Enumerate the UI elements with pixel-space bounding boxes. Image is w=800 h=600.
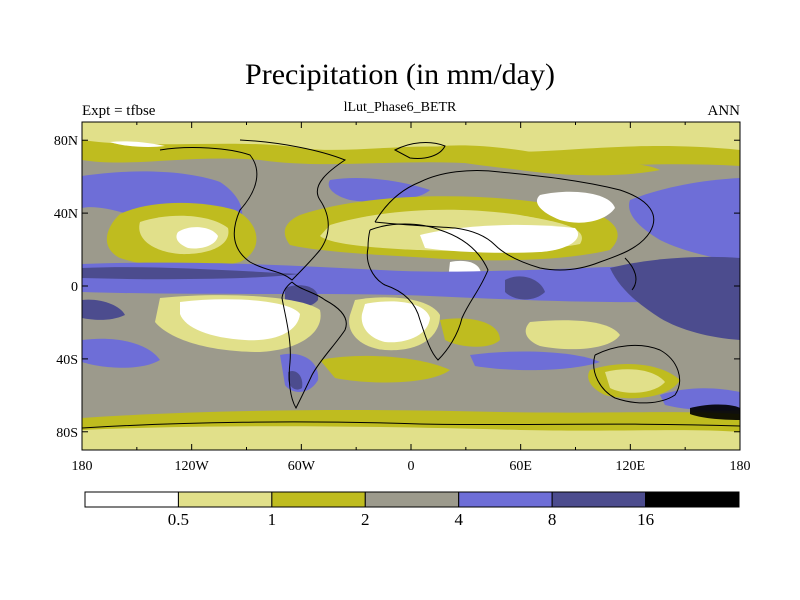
- y-tick-label: 80S: [56, 426, 78, 441]
- experiment-label: Expt = tfbse: [82, 103, 156, 119]
- coast-africa: [366, 223, 489, 361]
- y-tick-label: 80N: [54, 134, 78, 149]
- x-tick-label: 180: [72, 459, 93, 474]
- field-s-indian-ocean: [525, 320, 620, 350]
- field-s-indian-track: [470, 351, 600, 371]
- field-s-atlantic-band: [320, 355, 450, 383]
- coast-se-asia: [624, 257, 637, 291]
- colorbar-level-label: 1: [268, 510, 277, 529]
- field-sahara-dry: [420, 224, 579, 253]
- colorbar-swatch: [84, 491, 179, 508]
- field-natlantic: [328, 178, 430, 202]
- colorbar: 0.5 1 2 4 8 16: [84, 491, 740, 529]
- y-tick-label: 0: [71, 280, 78, 295]
- coast-antarctica: [82, 421, 740, 429]
- field-warm-pool: [610, 256, 740, 340]
- field-australia-light: [605, 369, 665, 393]
- coast-south-america: [281, 281, 347, 410]
- x-tick-label: 180: [730, 459, 751, 474]
- field-itcz-core: [82, 267, 300, 280]
- colorbar-level-label: 0.5: [168, 510, 189, 529]
- colorbar-swatch: [271, 491, 366, 508]
- colorbar-level-label: 8: [548, 510, 557, 529]
- field-nw-pacific: [629, 178, 740, 262]
- coastlines: [82, 139, 740, 429]
- field-antarctic: [82, 426, 740, 450]
- x-tick-label: 60E: [509, 459, 532, 474]
- colorbar-swatch: [364, 491, 460, 508]
- field-siberia: [420, 145, 660, 176]
- field-arctic-band: [82, 140, 740, 167]
- colorbar-swatch: [177, 491, 273, 508]
- x-tick-label: 0: [408, 459, 415, 474]
- coast-north-america: [159, 139, 347, 281]
- colorbar-level-label: 16: [637, 510, 654, 529]
- field-se-pacific-dry: [180, 299, 300, 341]
- x-axis-ticks: 180 120W 60W 0 60E 120E 180: [72, 122, 751, 474]
- field-s-pacific-track: [82, 338, 160, 368]
- field-arctic-dry: [110, 141, 165, 147]
- colorbar-level-label: 2: [361, 510, 370, 529]
- colorbar-level-label: 4: [454, 510, 463, 529]
- field-s-atlantic-dry: [361, 301, 430, 343]
- field-indian-ocean: [505, 276, 545, 300]
- case-label: lLut_Phase6_BETR: [343, 100, 457, 115]
- coast-eurasia: [374, 170, 655, 271]
- field-antarctic-peak: [690, 404, 740, 420]
- y-tick-label: 40S: [56, 353, 78, 368]
- field-patagonia-core: [288, 370, 303, 390]
- field-central-asia-dry: [536, 191, 615, 223]
- field-ne-pacific-dry: [176, 227, 218, 249]
- y-axis-ticks: 80N 40N 0 40S 80S: [54, 134, 740, 441]
- colorbar-swatch: [458, 491, 553, 508]
- x-tick-label: 120W: [175, 459, 210, 474]
- chart-title: Precipitation (in mm/day): [245, 58, 555, 91]
- coast-australia: [593, 345, 680, 404]
- coast-greenland: [393, 142, 446, 159]
- colorbar-swatch: [551, 491, 647, 508]
- field-spcz: [82, 299, 125, 320]
- x-tick-label: 60W: [288, 459, 316, 474]
- x-tick-label: 120E: [616, 459, 646, 474]
- season-label: ANN: [707, 103, 741, 119]
- precip-field: [82, 122, 740, 450]
- colorbar-swatch: [645, 491, 740, 508]
- y-tick-label: 40N: [54, 207, 78, 222]
- field-s-africa: [440, 318, 500, 347]
